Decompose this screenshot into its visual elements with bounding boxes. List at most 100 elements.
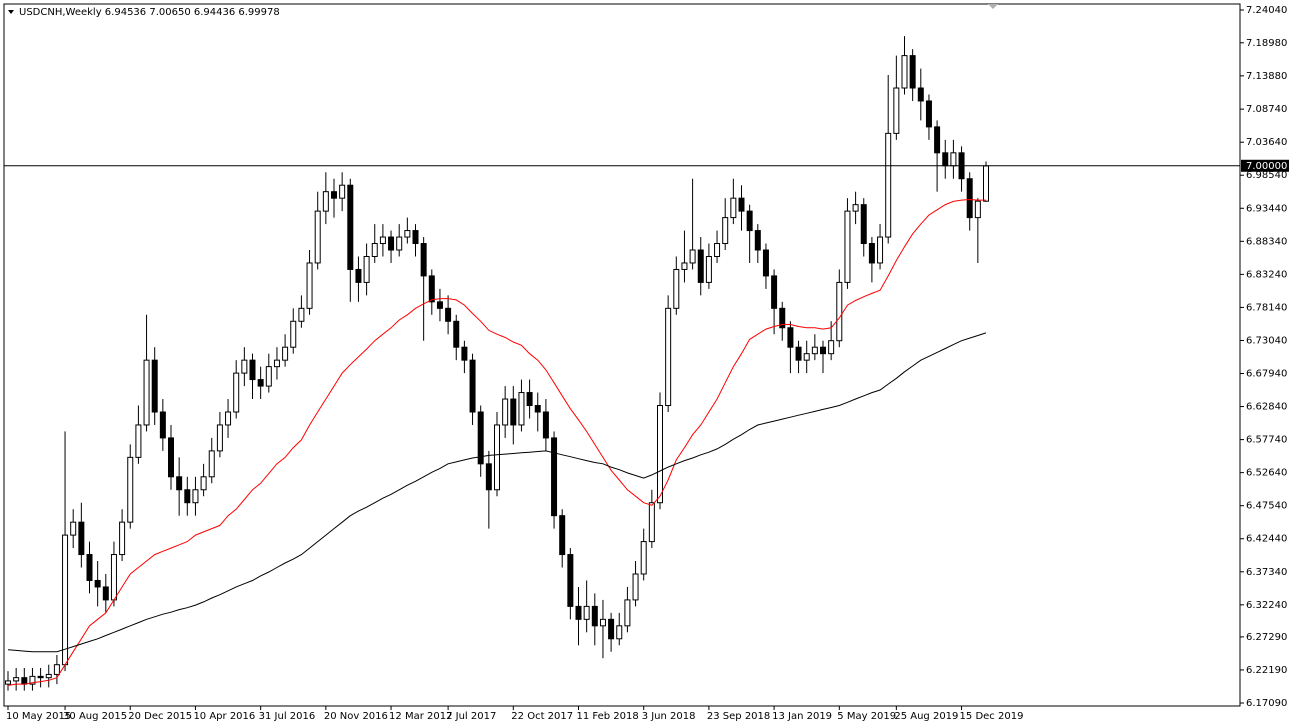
x-tick-label: 10 May 2015 (6, 711, 71, 722)
y-tick-label: 6.27290 (1246, 632, 1287, 643)
candle-body (893, 87, 900, 134)
candle-body (648, 502, 655, 543)
candle-body (754, 230, 761, 251)
candle-body (722, 217, 729, 245)
candle-body (510, 398, 517, 426)
candle-body (102, 586, 109, 601)
candle-body (241, 359, 248, 374)
candle-body (616, 625, 623, 640)
candle-body (420, 243, 427, 277)
y-tick-label: 7.24040 (1246, 5, 1287, 16)
candle-body (534, 405, 541, 413)
candle-body (665, 307, 672, 407)
candle-body (518, 392, 525, 426)
x-tick-label: 30 Aug 2015 (63, 711, 127, 722)
y-tick-label: 6.22190 (1246, 665, 1287, 676)
x-tick-label: 25 Aug 2019 (894, 711, 958, 722)
candle-body (583, 605, 590, 620)
moving-average-line (7, 332, 987, 653)
y-tick-label: 6.62840 (1246, 402, 1287, 413)
x-tick-label: 2 Jul 2017 (446, 711, 496, 722)
candle-body (257, 379, 264, 387)
x-tick-label: 23 Sep 2018 (707, 711, 770, 722)
x-tick-label: 22 Oct 2017 (511, 711, 573, 722)
candle-body (934, 126, 941, 154)
candle-body (216, 424, 223, 452)
candle-body (208, 450, 215, 478)
y-tick-label: 7.03640 (1246, 137, 1287, 148)
candle-body (37, 675, 44, 679)
candle-body (738, 197, 745, 212)
candle-body (339, 184, 346, 199)
candle-body (811, 346, 818, 355)
price-label-box (1241, 159, 1289, 172)
y-tick-label: 6.57740 (1246, 435, 1287, 446)
plot-frame (3, 3, 1241, 707)
candle-body (485, 463, 492, 491)
candle-body (355, 268, 362, 283)
candle-body (86, 554, 93, 581)
candle-body (950, 152, 957, 167)
candle-body (746, 210, 753, 232)
candle-body (436, 301, 443, 309)
candle-body (5, 680, 11, 685)
y-tick-label: 7.13880 (1246, 71, 1287, 82)
price-label: 7.00000 (1246, 161, 1287, 172)
candle-body (119, 521, 126, 556)
candle-body (78, 521, 85, 556)
x-tick-label: 10 Apr 2016 (193, 711, 255, 722)
candle-body (363, 255, 370, 283)
candle-body (62, 534, 69, 666)
menu-arrow (8, 10, 14, 14)
candle-body (551, 437, 558, 517)
candle-body (192, 489, 199, 504)
x-tick-label: 12 Mar 2017 (389, 711, 452, 722)
candle-body (265, 366, 272, 387)
x-tick-label: 20 Nov 2016 (324, 711, 388, 722)
candle-body (135, 424, 142, 458)
candle-body (428, 275, 435, 303)
candle-body (13, 677, 20, 682)
candle-body (844, 210, 851, 283)
candle-body (282, 346, 289, 361)
candle-body (45, 673, 52, 679)
candle-body (273, 359, 280, 368)
y-tick-label: 6.37340 (1246, 567, 1287, 578)
candle-body (591, 605, 598, 627)
x-tick-label: 20 Dec 2015 (128, 711, 192, 722)
candle-body (608, 618, 615, 640)
candle-body (966, 178, 973, 219)
candle-body (860, 204, 867, 245)
candle-body (110, 554, 117, 601)
y-tick-label: 6.93440 (1246, 203, 1287, 214)
candle-body (379, 236, 386, 245)
candle-body (787, 327, 794, 348)
x-tick-label: 11 Feb 2018 (577, 711, 639, 722)
candle-body (290, 320, 297, 348)
candle-body (502, 398, 509, 426)
candle-body (461, 346, 468, 361)
chart-title: USDCNH,Weekly 6.94536 7.00650 6.94436 6.… (19, 7, 280, 18)
candle-body (762, 249, 769, 277)
candle-body (469, 359, 476, 413)
candle-body (689, 249, 696, 264)
candle-body (388, 236, 395, 251)
moving-average-line (7, 198, 986, 686)
candle-body (233, 372, 240, 413)
y-tick-label: 6.42440 (1246, 534, 1287, 545)
shift-marker (988, 4, 998, 9)
candle-body (453, 320, 460, 348)
candle-body (526, 392, 533, 407)
candle-body (176, 476, 183, 491)
candle-body (640, 541, 647, 575)
candle-body (925, 100, 932, 128)
candle-body (803, 353, 810, 361)
candle-body (983, 165, 989, 202)
candle-body (322, 191, 329, 212)
candle-body (836, 281, 843, 342)
candle-body (298, 307, 305, 322)
candle-body (143, 359, 150, 426)
candle-body (697, 249, 704, 283)
